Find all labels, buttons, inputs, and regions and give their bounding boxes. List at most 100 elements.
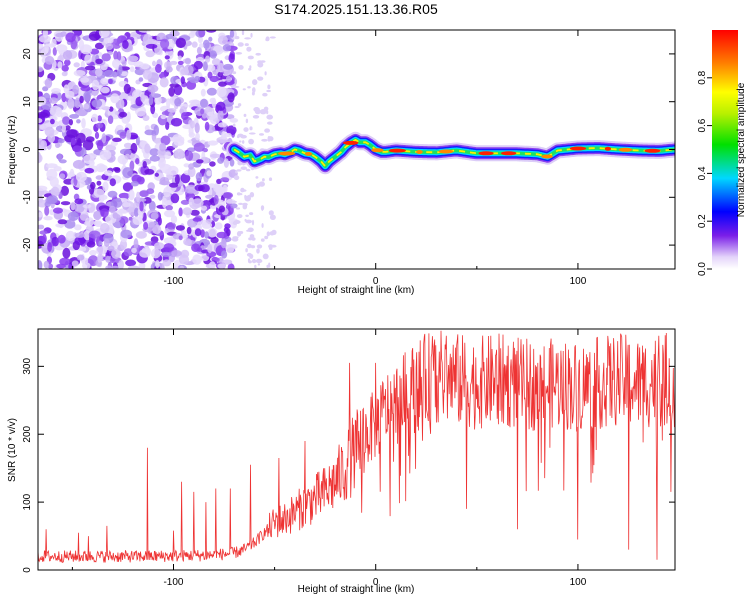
noise-blob	[98, 164, 108, 172]
noise-blob	[183, 163, 190, 168]
noise-blob	[38, 185, 48, 191]
noise-blob	[217, 109, 224, 121]
noise-blob	[129, 134, 138, 140]
x-tick-label: 0	[373, 276, 379, 287]
noise-blob	[232, 123, 236, 128]
noise-blob	[91, 79, 100, 91]
noise-blob	[113, 50, 119, 61]
noise-blob	[240, 166, 248, 170]
noise-blob	[216, 86, 227, 98]
noise-blob	[206, 30, 217, 33]
noise-blob	[115, 197, 122, 203]
noise-blob	[126, 111, 131, 122]
noise-blob	[87, 177, 92, 184]
noise-blob	[242, 140, 245, 144]
noise-blob	[103, 170, 113, 177]
noise-blob	[143, 197, 152, 204]
noise-blob	[159, 142, 167, 152]
noise-blob	[182, 207, 192, 216]
noise-blob	[265, 36, 270, 41]
noise-blob	[127, 55, 139, 62]
noise-blob	[146, 38, 158, 45]
noise-blob	[168, 86, 175, 97]
noise-blob	[160, 251, 172, 257]
noise-blob	[74, 97, 81, 109]
noise-blob	[152, 60, 156, 67]
noise-blob	[110, 38, 122, 49]
noise-blob	[38, 212, 43, 218]
y-tick-label: 300	[22, 358, 33, 375]
noise-blob	[245, 248, 248, 253]
noise-blob	[260, 60, 266, 63]
noise-blob	[132, 216, 143, 225]
noise-blob	[102, 181, 109, 192]
noise-blob	[236, 214, 243, 219]
noise-blob	[248, 138, 255, 145]
noise-blob	[235, 52, 243, 55]
noise-blob	[217, 122, 228, 128]
noise-blob	[160, 135, 171, 146]
noise-blob	[149, 93, 162, 98]
noise-blob	[142, 69, 152, 80]
noise-blob	[105, 144, 117, 152]
noise-blob	[257, 263, 261, 266]
noise-blob	[246, 168, 251, 172]
noise-blob	[110, 93, 120, 104]
noise-blob	[200, 98, 208, 109]
noise-blob	[184, 65, 189, 76]
noise-blob	[100, 86, 110, 94]
noise-blob	[149, 148, 159, 157]
noise-blob	[129, 66, 135, 73]
noise-blob	[55, 142, 61, 148]
noise-blob	[93, 220, 98, 226]
noise-blob	[82, 262, 91, 269]
y-tick-label: 200	[22, 425, 33, 442]
noise-blob	[216, 231, 228, 239]
noise-blob	[168, 112, 174, 119]
noise-blob	[191, 243, 201, 252]
noise-blob	[153, 124, 159, 136]
noise-blob	[91, 113, 99, 123]
noise-blob	[157, 216, 162, 226]
noise-blob	[237, 42, 244, 47]
noise-blob	[254, 264, 257, 269]
y-tick-label: 10	[22, 96, 33, 108]
noise-blob	[250, 32, 253, 38]
y-tick-label: 100	[22, 493, 33, 510]
noise-blob	[244, 195, 251, 202]
noise-blob	[121, 60, 127, 67]
snr-ticks: -100 0 100 0 100 200 300	[22, 329, 675, 588]
noise-blob	[73, 70, 86, 77]
noise-blob	[264, 128, 270, 133]
noise-blob	[83, 103, 90, 110]
noise-blob	[261, 223, 264, 228]
noise-blob	[244, 37, 252, 40]
noise-blob	[130, 152, 137, 162]
noise-blob	[52, 47, 57, 56]
noise-blob	[123, 83, 131, 94]
noise-blob	[170, 215, 178, 224]
noise-blob	[169, 182, 179, 188]
noise-blob	[262, 178, 265, 182]
ridge-peak	[501, 151, 517, 156]
noise-blob	[135, 231, 147, 239]
noise-blob	[108, 106, 114, 112]
noise-blob	[194, 122, 200, 134]
noise-blob	[130, 142, 138, 154]
noise-blob	[76, 254, 85, 261]
y-tick-label: -10	[22, 190, 33, 205]
noise-blob	[69, 114, 80, 119]
noise-blob	[50, 186, 60, 197]
noise-blob	[68, 119, 73, 126]
noise-blob	[251, 259, 257, 264]
noise-blob	[89, 48, 100, 55]
noise-blob	[163, 209, 176, 218]
noise-blob	[105, 265, 113, 269]
noise-blob	[269, 36, 276, 39]
noise-blob	[118, 216, 129, 225]
noise-blob	[98, 196, 105, 202]
noise-blob	[112, 59, 121, 69]
noise-blob	[105, 42, 114, 51]
noise-blob	[43, 216, 53, 221]
